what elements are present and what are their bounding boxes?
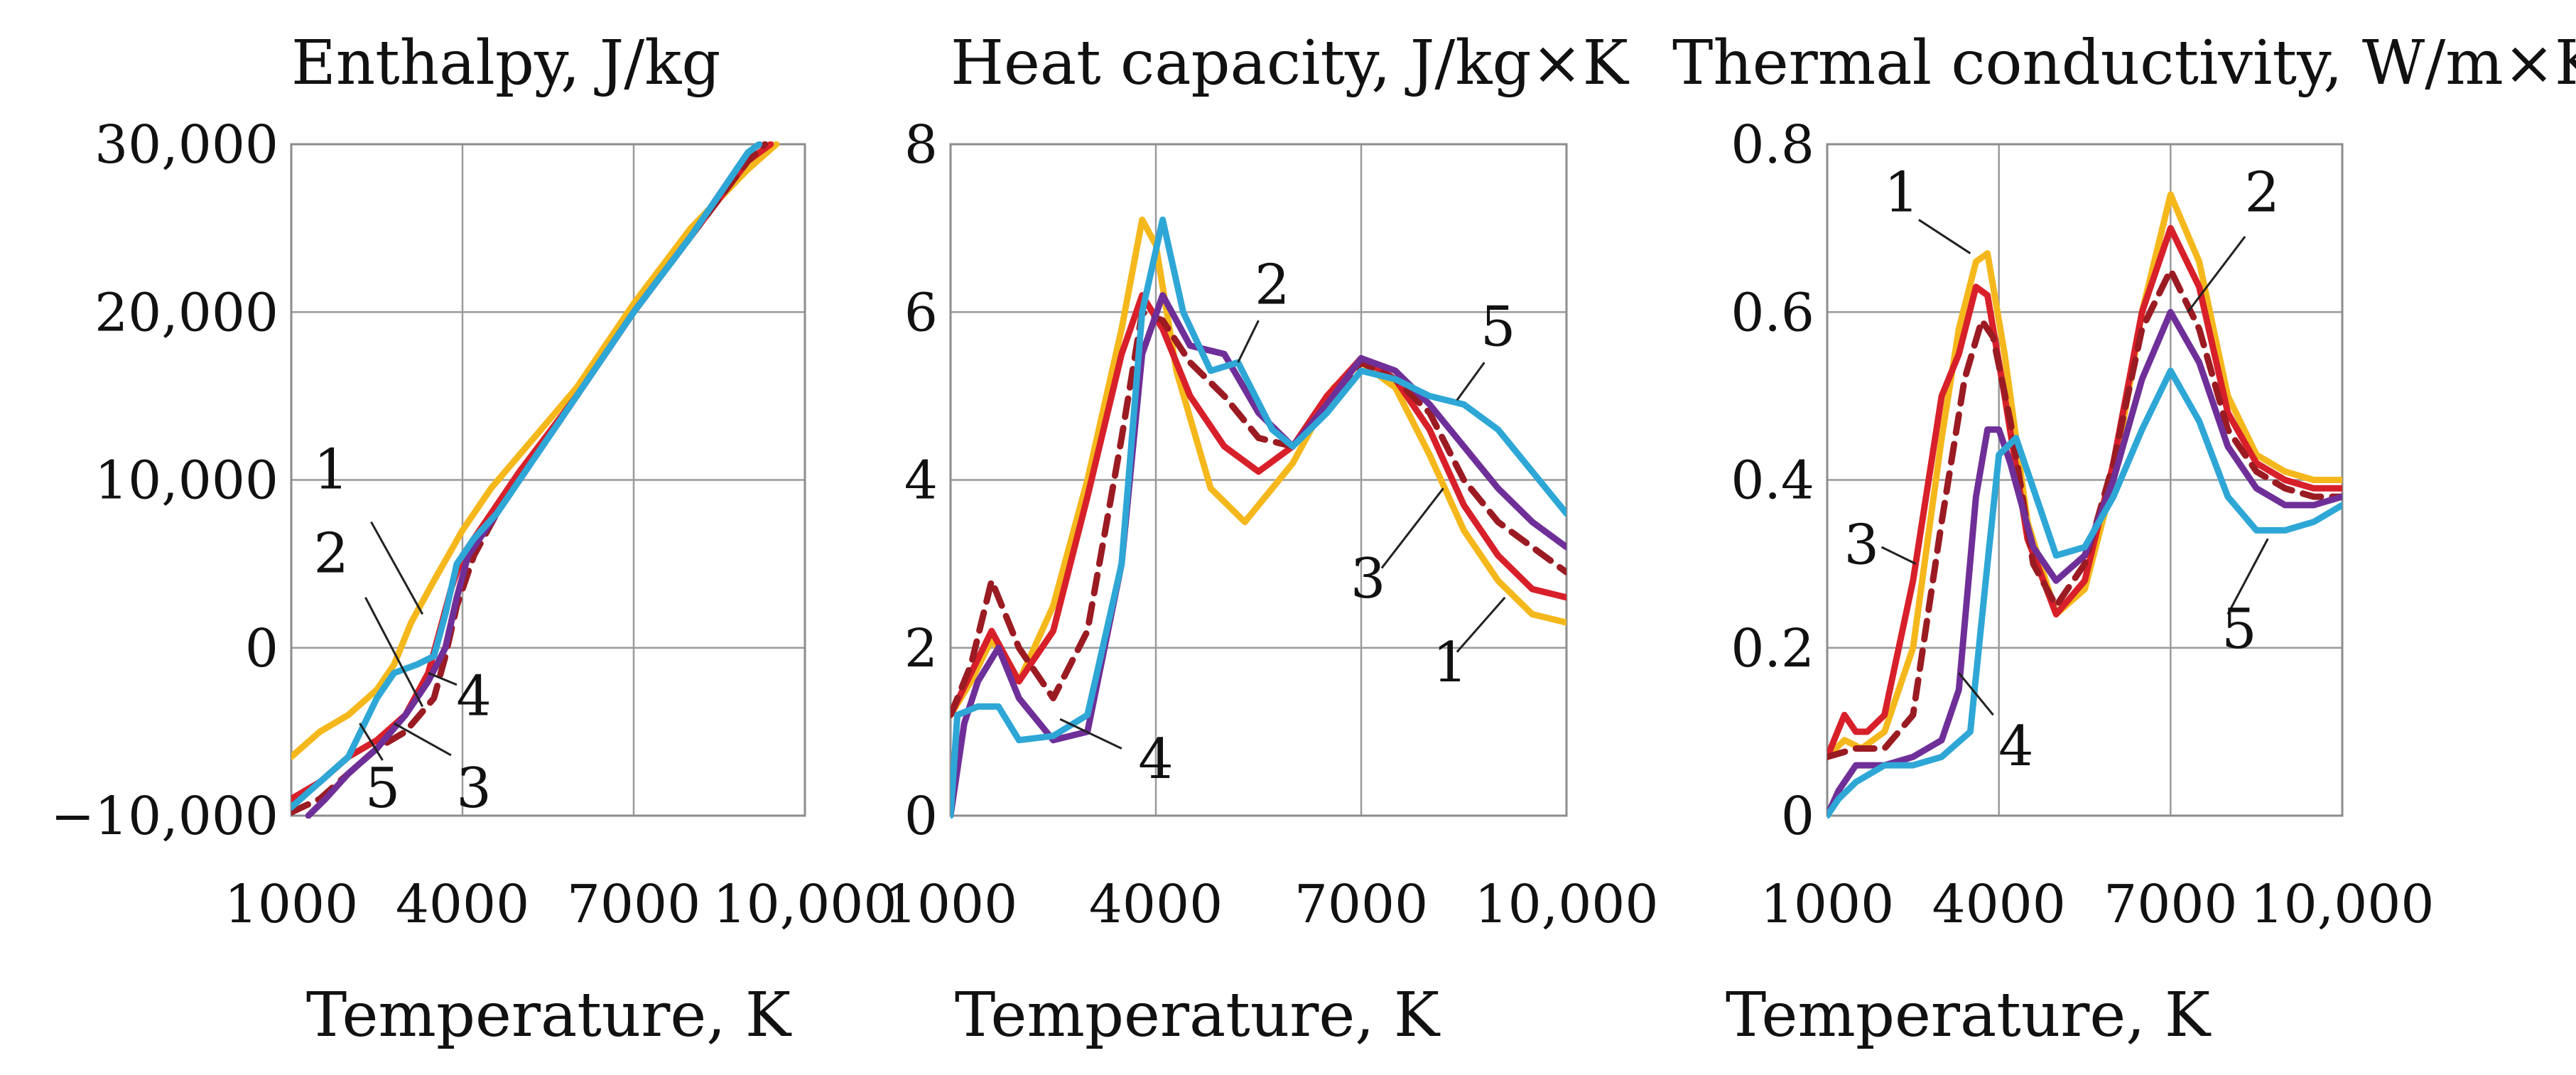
thermal-conductivity-series-3-line (1827, 270, 2342, 757)
heat-capacity-chart: Heat capacity, J/kg×K Temperature, K 100… (884, 28, 1659, 1051)
enthalpy-ytick-label: 30,000 (94, 114, 278, 175)
enthalpy-xtick-label: 1000 (224, 874, 358, 935)
enthalpy-curve-5-label: 5 (365, 757, 401, 821)
heat-capacity-chart-xlabel: Temperature, K (955, 980, 1441, 1051)
enthalpy-curve-3-leader (394, 723, 451, 755)
thermal-conductivity-ytick-label: 0.6 (1731, 282, 1814, 343)
heat-capacity-xtick-label: 1000 (884, 874, 1017, 935)
enthalpy-curve-3-label: 3 (456, 757, 492, 821)
heat-capacity-curve-4-label: 4 (1138, 728, 1174, 792)
thermal-conductivity-curve-3-leader (1882, 547, 1916, 564)
enthalpy-series-5-line (291, 144, 759, 807)
enthalpy-chart-title: Enthalpy, J/kg (291, 28, 720, 99)
enthalpy-xtick-label: 10,000 (713, 874, 897, 935)
heat-capacity-ytick-label: 8 (904, 114, 938, 175)
heat-capacity-ytick-label: 6 (904, 282, 938, 343)
heat-capacity-xtick-label: 10,000 (1475, 874, 1659, 935)
thermal-conductivity-curve-5-label: 5 (2221, 598, 2257, 661)
heat-capacity-curve-3-label: 3 (1351, 547, 1386, 611)
thermal-conductivity-chart: Thermal conductivity, W/m×K Temperature,… (1672, 28, 2576, 1051)
enthalpy-series-3-line (291, 144, 765, 812)
thermal-conductivity-ytick-label: 0.4 (1731, 450, 1814, 512)
thermal-conductivity-series-group (1827, 195, 2342, 816)
heat-capacity-ytick-label: 4 (904, 450, 938, 512)
enthalpy-curve-2-label: 2 (313, 522, 349, 585)
enthalpy-ytick-label: 20,000 (94, 282, 278, 343)
thermal-conductivity-chart-title: Thermal conductivity, W/m×K (1672, 28, 2576, 99)
enthalpy-chart-xlabel: Temperature, K (306, 980, 792, 1051)
enthalpy-ytick-label: 0 (245, 618, 278, 679)
enthalpy-xtick-label: 7000 (567, 874, 700, 935)
heat-capacity-ytick-label: 0 (904, 786, 938, 847)
thermal-conductivity-xtick-label: 4000 (1932, 874, 2066, 935)
thermal-conductivity-curve-1-leader (1919, 220, 1971, 253)
thermal-conductivity-ytick-label: 0 (1781, 786, 1814, 847)
heat-capacity-curve-2-label: 2 (1255, 253, 1290, 317)
heat-capacity-xtick-label: 7000 (1294, 874, 1428, 935)
enthalpy-ytick-label: 10,000 (94, 450, 278, 512)
enthalpy-xtick-label: 4000 (396, 874, 529, 935)
thermal-conductivity-xtick-label: 7000 (2104, 874, 2237, 935)
thermal-conductivity-chart-xlabel: Temperature, K (1726, 980, 2212, 1051)
thermal-conductivity-xtick-label: 1000 (1760, 874, 1894, 935)
enthalpy-chart: Enthalpy, J/kg Temperature, K 1000 4000 70… (50, 28, 897, 1051)
thermal-conductivity-curve-2-label: 2 (2244, 161, 2280, 225)
heat-capacity-curve-5-leader (1457, 362, 1485, 400)
heat-capacity-curve-1-label: 1 (1432, 631, 1468, 695)
figure: Enthalpy, J/kg Temperature, K 1000 4000 70… (0, 0, 2576, 1075)
thermal-conductivity-xtick-label: 10,000 (2251, 874, 2435, 935)
enthalpy-curve-1-label: 1 (313, 438, 349, 502)
heat-capacity-xtick-label: 4000 (1089, 874, 1223, 935)
thermal-conductivity-curve-1-label: 1 (1884, 161, 1920, 225)
thermal-conductivity-curve-4-label: 4 (1998, 715, 2034, 779)
heat-capacity-chart-title: Heat capacity, J/kg×K (951, 28, 1630, 99)
enthalpy-curve-4-label: 4 (456, 664, 492, 728)
heat-capacity-series-3-line (951, 312, 1566, 715)
heat-capacity-ytick-label: 2 (904, 618, 938, 679)
enthalpy-curve-1-leader (371, 522, 422, 615)
thermal-conductivity-curve-3-label: 3 (1844, 514, 1880, 578)
thermal-conductivity-ytick-label: 0.2 (1731, 618, 1814, 679)
enthalpy-ytick-label: −10,000 (50, 786, 278, 847)
heat-capacity-curve-2-leader (1238, 320, 1259, 362)
heat-capacity-curve-3-leader (1382, 488, 1444, 568)
heat-capacity-curve-5-label: 5 (1481, 296, 1516, 360)
thermal-conductivity-ytick-label: 0.8 (1731, 114, 1814, 175)
